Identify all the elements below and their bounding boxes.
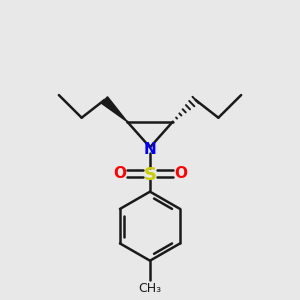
Text: O: O: [174, 167, 187, 182]
Text: O: O: [113, 167, 126, 182]
Text: S: S: [143, 166, 157, 184]
Polygon shape: [101, 97, 127, 122]
Text: N: N: [144, 142, 156, 157]
Text: CH₃: CH₃: [138, 282, 162, 296]
